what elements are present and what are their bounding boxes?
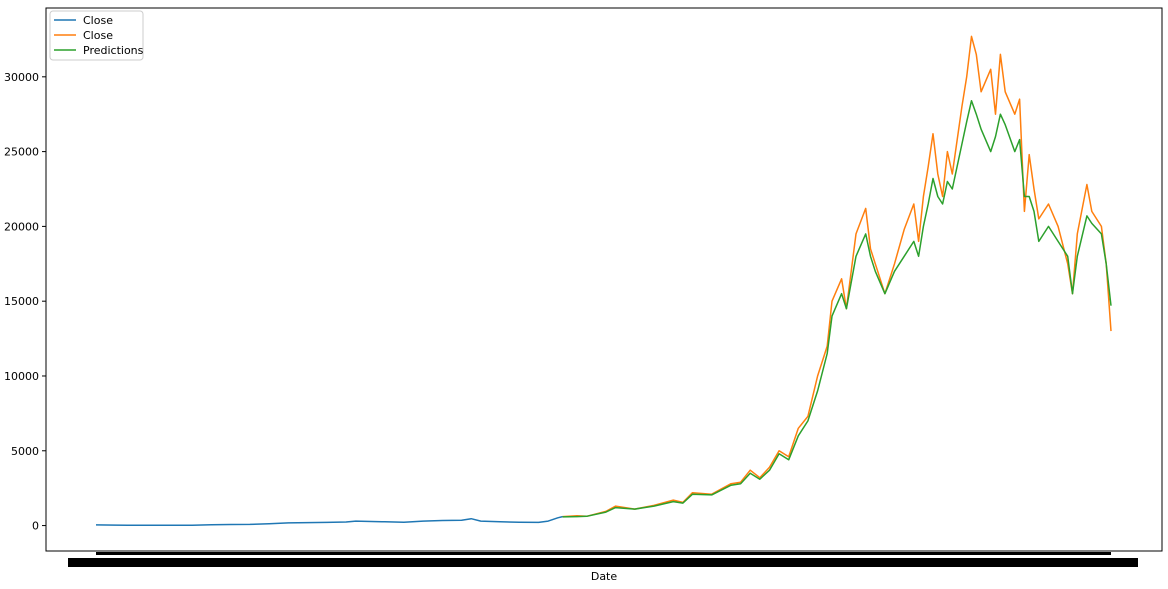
plot-area-frame: [45, 7, 1163, 552]
x-tick-labels-overlapping: [68, 558, 1138, 567]
y-tick-label: 0: [32, 520, 39, 533]
y-axis: 0 5000 10000 15000 20000 25000 30000: [4, 71, 46, 533]
legend-label-0: Close: [83, 14, 113, 27]
series-group: [95, 35, 1112, 527]
legend: Close Close Predictions: [49, 10, 144, 61]
series-line-close-1: [562, 35, 1112, 518]
y-tick-label: 20000: [4, 220, 39, 233]
x-tick-label-band: [68, 552, 1138, 567]
y-tick-label: 5000: [11, 445, 39, 458]
y-tick-label: 25000: [4, 146, 39, 159]
y-tick-label: 15000: [4, 295, 39, 308]
legend-label-1: Close: [83, 29, 113, 42]
x-tick-marks: [96, 552, 1111, 555]
legend-box: [49, 10, 144, 61]
series-line-close-0: [95, 515, 563, 527]
legend-label-2: Predictions: [83, 44, 144, 57]
series-line-predictions-2: [562, 99, 1112, 518]
x-axis-label: Date: [591, 570, 618, 583]
y-tick-label: 30000: [4, 71, 39, 84]
y-tick-label: 10000: [4, 370, 39, 383]
